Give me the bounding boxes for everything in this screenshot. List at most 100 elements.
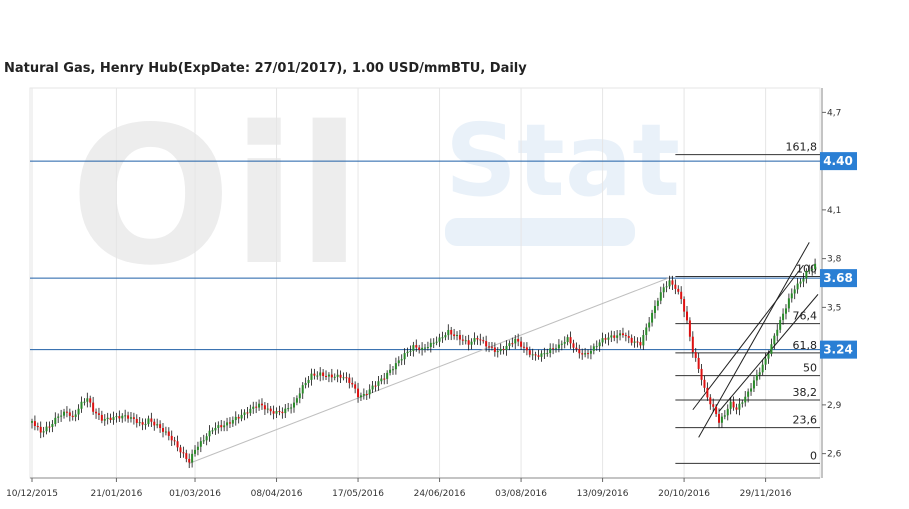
candle-body <box>642 335 645 346</box>
candle-body <box>100 414 103 421</box>
candle-body <box>220 425 223 428</box>
candle-body <box>150 418 153 422</box>
candle-body <box>354 384 357 389</box>
x-tick-label: 24/06/2016 <box>414 489 466 499</box>
candle-body <box>467 340 470 345</box>
fib-level-label: 38,2 <box>793 386 818 399</box>
candle-body <box>752 380 755 389</box>
candle-body <box>604 338 607 340</box>
candle-body <box>488 346 491 348</box>
horizontal-levels <box>30 160 822 351</box>
candle-body <box>782 313 785 321</box>
candle-body <box>683 299 686 312</box>
candle-body <box>680 291 683 300</box>
candle-body <box>636 341 639 343</box>
fib-level-label: 50 <box>803 362 817 375</box>
candle-body <box>659 292 662 301</box>
y-tick-label: 2,6 <box>827 450 842 460</box>
candle-body <box>808 270 811 272</box>
candle-body <box>202 440 205 442</box>
candle-body <box>333 376 336 378</box>
fib-level-label: 61,8 <box>793 339 818 352</box>
channel-line <box>698 242 810 438</box>
candle-body <box>156 424 159 426</box>
y-tick-label: 3,8 <box>827 255 842 265</box>
candle-body <box>386 372 389 379</box>
candle-body <box>319 372 322 376</box>
candle-body <box>170 435 173 441</box>
fib-level-label: 76,4 <box>793 310 818 323</box>
candle-body <box>761 364 764 373</box>
candle-body <box>217 425 220 428</box>
y-tick-label: 2,9 <box>827 401 842 411</box>
candle-body <box>747 391 750 397</box>
candle-body <box>365 394 368 396</box>
candle-body <box>479 339 482 341</box>
candle-body <box>272 411 275 414</box>
candle-body <box>106 417 109 420</box>
candle-body <box>624 335 627 337</box>
candle-body <box>339 374 342 378</box>
candle-body <box>135 418 138 423</box>
candle-body <box>560 343 563 345</box>
candle-body <box>313 373 316 376</box>
candle-body <box>729 401 732 409</box>
candle-body <box>540 353 543 357</box>
oilstat-watermark: Oil Stat <box>70 86 680 307</box>
candle-body <box>400 359 403 361</box>
candle-body <box>668 280 671 287</box>
candle-body <box>557 344 560 349</box>
y-tick-label: 4,7 <box>827 108 841 118</box>
candle-body <box>784 308 787 314</box>
candle-body <box>115 416 118 418</box>
candle-body <box>397 360 400 364</box>
candle-body <box>278 411 281 413</box>
candle-body <box>621 333 624 336</box>
candle-body <box>33 421 36 427</box>
x-tick-label: 08/04/2016 <box>251 489 303 499</box>
candle-body <box>208 430 211 437</box>
watermark-sub-text: Stat <box>445 102 680 219</box>
candle-body <box>741 402 744 404</box>
candle-body <box>587 353 590 355</box>
candle-body <box>461 339 464 341</box>
x-tick-label: 10/12/2015 <box>6 489 58 499</box>
candle-body <box>552 348 555 350</box>
candle-body <box>453 334 456 337</box>
candle-body <box>709 397 712 405</box>
candle-body <box>304 383 307 386</box>
candle-body <box>121 415 124 419</box>
candle-body <box>429 342 432 348</box>
candle-body <box>639 341 642 346</box>
candle-body <box>750 388 753 392</box>
candle-body <box>790 293 793 299</box>
candle-body <box>671 280 674 285</box>
candle-body <box>616 335 619 338</box>
x-tick-label: 17/05/2016 <box>332 489 384 499</box>
candle-body <box>744 396 747 403</box>
candle-body <box>118 416 121 419</box>
candle-body <box>715 406 718 415</box>
candle-body <box>249 408 252 414</box>
candle-body <box>435 341 438 343</box>
candle-body <box>589 350 592 354</box>
candle-body <box>348 377 351 383</box>
candle-body <box>555 348 557 350</box>
candle-body <box>45 426 48 432</box>
candle-body <box>482 340 485 342</box>
candle-body <box>732 401 735 408</box>
candle-body <box>677 288 680 292</box>
candle-body <box>42 431 45 433</box>
candle-body <box>298 393 301 399</box>
candle-body <box>86 398 89 402</box>
candle-body <box>290 407 293 409</box>
candle-body <box>327 374 330 377</box>
candle-body <box>787 298 790 309</box>
candle-body <box>426 347 429 349</box>
price-badge <box>820 340 857 359</box>
candle-body <box>228 422 231 424</box>
candle-body <box>391 369 394 371</box>
candle-body <box>214 427 217 431</box>
